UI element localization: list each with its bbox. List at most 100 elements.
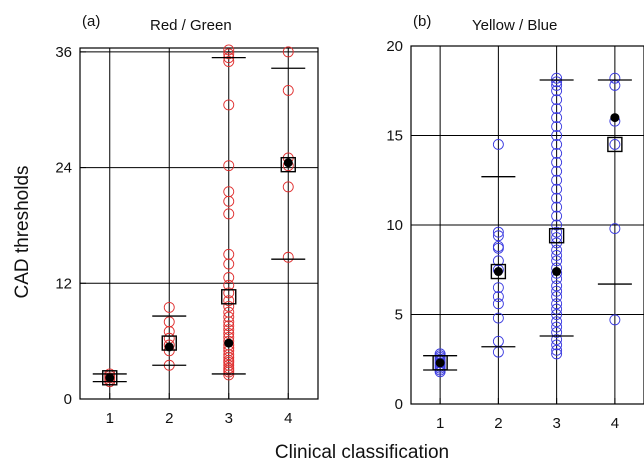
panel-b-title: Yellow / Blue [472,17,557,34]
data-point [223,327,235,339]
data-point [223,295,235,307]
mean-marker [280,156,296,173]
data-point [223,248,235,260]
data-point [492,230,504,242]
medians [435,113,620,368]
panel-b-label: (b) [413,13,431,30]
median-marker [105,373,115,383]
data-point [282,251,294,263]
data-point [609,72,621,84]
data-point [492,312,504,324]
data-point [223,160,235,172]
mean-marker [490,263,507,280]
y-axis-title: CAD thresholds [12,165,33,298]
data-point [551,291,563,303]
y-tick-label: 0 [395,396,403,413]
data-point [492,282,504,294]
panel-a-title: Red / Green [150,17,232,34]
data-point [492,226,504,238]
panel-a-label: (a) [82,13,100,30]
data-point [551,255,563,267]
data-point [551,334,563,346]
x-tick-label: 3 [225,410,233,427]
data-point [551,192,563,204]
data-point [551,72,563,84]
data-point [282,46,294,58]
data-point [223,44,235,56]
data-point [609,314,621,326]
plot-frame [410,45,644,405]
data-point [223,287,235,299]
data-point [551,103,563,115]
x-tick-label: 4 [284,410,292,427]
data-point [223,306,235,318]
individual-points [104,44,294,388]
data-point [223,311,235,323]
x-tick-label: 4 [611,415,619,432]
plot-frame [79,47,319,400]
data-point [223,324,235,336]
data-point [282,84,294,96]
data-point [551,174,563,186]
data-point [223,320,235,332]
x-tick-label: 1 [106,410,114,427]
mean-marker [221,289,237,305]
data-point [551,244,563,256]
data-point [551,309,563,320]
data-point [551,285,563,297]
y-tick-label: 20 [386,38,403,55]
data-point [551,303,563,315]
median-marker [493,267,503,277]
data-point [551,94,563,106]
y-tick-label: 10 [386,217,403,234]
whiskers [92,56,306,383]
data-point [551,112,563,124]
y-tick-label: 12 [55,275,72,292]
data-point [223,359,235,371]
mean-marker [607,136,623,153]
x-tick-label: 3 [552,415,560,432]
data-point [223,99,235,111]
data-point [551,76,563,88]
mean-marker [102,370,118,386]
data-point [492,255,504,267]
data-point [492,138,504,150]
means [432,136,623,371]
axes: 1 2 3 4 0 5 10 15 20 [386,38,644,432]
y-tick-label: 24 [55,160,72,177]
data-point [282,181,294,193]
data-point [223,362,235,374]
data-point [551,280,563,292]
data-point [551,298,563,310]
data-point [223,300,235,312]
data-point [223,186,235,198]
data-point [551,249,563,261]
median-marker [283,158,293,168]
data-point [551,210,563,222]
median-marker [610,113,620,123]
data-point [551,326,563,338]
data-point [551,147,563,159]
median-marker [224,338,234,348]
data-point [223,48,235,60]
data-point [551,348,563,360]
data-point [551,183,563,195]
mean-marker [548,228,565,244]
medians [105,158,293,383]
data-point [551,85,563,97]
data-point [551,201,563,213]
panel-b-chart: (b) Yellow / Blue 1 2 3 4 0 5 10 15 20 [386,13,644,432]
data-point [551,156,563,168]
mean-marker [432,355,448,371]
data-point [551,226,563,238]
data-point [551,321,563,333]
y-tick-label: 0 [64,391,72,408]
y-tick-label: 5 [395,307,403,324]
data-point [223,272,235,283]
data-point [551,219,563,231]
data-point [609,223,621,235]
data-point [551,138,563,150]
